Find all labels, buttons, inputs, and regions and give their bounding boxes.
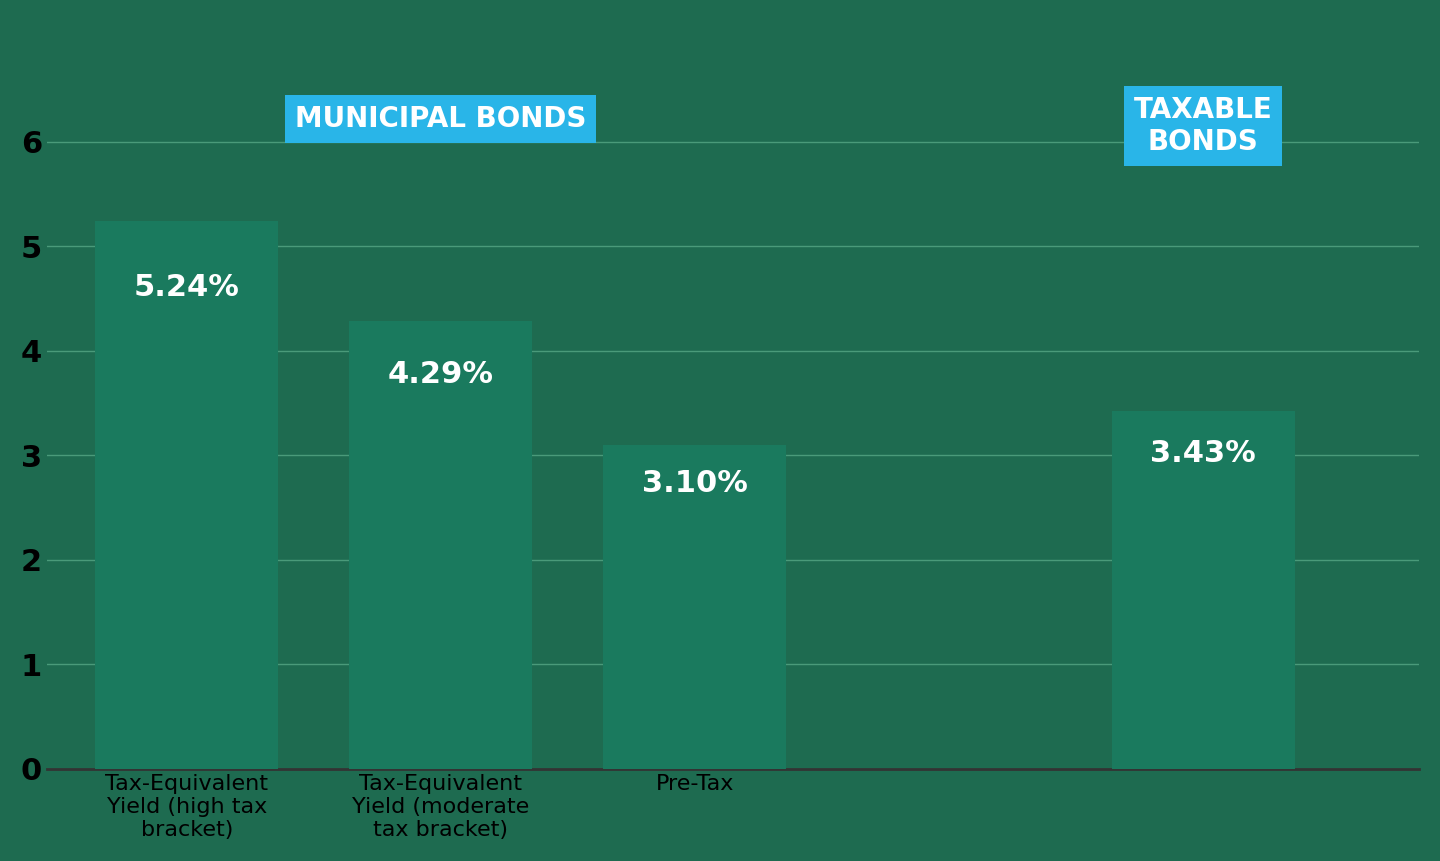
Text: 3.43%: 3.43%: [1151, 439, 1256, 468]
Text: 4.29%: 4.29%: [387, 360, 494, 389]
Bar: [350, 320, 533, 769]
Bar: [1112, 411, 1295, 769]
Bar: [95, 221, 278, 769]
Text: 3.10%: 3.10%: [642, 469, 747, 499]
Text: TAXABLE
BONDS: TAXABLE BONDS: [1133, 96, 1273, 157]
Text: MUNICIPAL BONDS: MUNICIPAL BONDS: [295, 105, 586, 133]
Text: 5.24%: 5.24%: [134, 273, 239, 301]
Bar: [603, 445, 786, 769]
